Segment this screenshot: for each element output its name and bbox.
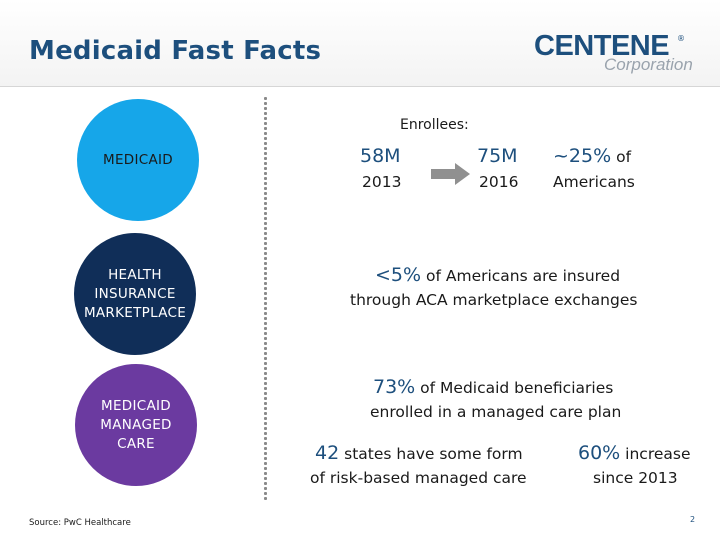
marketplace-stat-line2: through ACA marketplace exchanges <box>350 291 638 309</box>
centene-logo: CENTENE ® Corporation <box>534 30 704 76</box>
marketplace-stat-text: of Americans are insured <box>426 267 621 285</box>
marketplace-stat-value: <5% <box>375 264 422 286</box>
states-stat-value: 42 <box>315 442 340 464</box>
enrollment-2016-value: 75M <box>477 145 518 167</box>
increase-stat-line2: since 2013 <box>593 469 678 487</box>
americans-share-of: of <box>616 148 632 166</box>
managed-care-circle: MEDICAID MANAGED CARE <box>75 364 197 486</box>
logo-registered-mark: ® <box>677 34 685 43</box>
enrollment-2013-value: 58M <box>360 145 401 167</box>
right-arrow-icon <box>431 163 470 185</box>
dotted-divider <box>263 96 268 500</box>
increase-stat-text: increase <box>625 445 691 463</box>
americans-share-value: ~25% <box>553 145 612 167</box>
page-number: 2 <box>690 515 696 524</box>
enrollment-2016-year: 2016 <box>479 173 519 191</box>
header-divider <box>0 86 720 87</box>
logo-wordmark: CENTENE <box>534 30 670 62</box>
americans-label: Americans <box>553 173 635 191</box>
americans-share-line: ~25% of <box>553 145 631 167</box>
managed-care-stat-line: 73% of Medicaid beneficiaries <box>373 376 613 398</box>
enrollment-2013-year: 2013 <box>362 173 402 191</box>
managed-care-stat-value: 73% <box>373 376 416 398</box>
source-note: Source: PwC Healthcare <box>29 518 131 528</box>
medicaid-circle: MEDICAID <box>77 99 199 221</box>
increase-stat-line: 60% increase <box>578 442 691 464</box>
logo-subtitle: Corporation <box>604 55 693 74</box>
increase-stat-value: 60% <box>578 442 621 464</box>
header-band <box>0 0 720 86</box>
marketplace-circle: HEALTH INSURANCE MARKETPLACE <box>74 233 196 355</box>
managed-care-stat-line2: enrolled in a managed care plan <box>370 403 622 421</box>
states-stat-line: 42 states have some form <box>315 442 523 464</box>
states-stat-text: states have some form <box>344 445 523 463</box>
page-title: Medicaid Fast Facts <box>29 36 322 66</box>
marketplace-stat-line: <5% of Americans are insured <box>375 264 620 286</box>
managed-care-circle-label: MEDICAID MANAGED CARE <box>100 397 172 452</box>
managed-care-stat-text: of Medicaid beneficiaries <box>420 379 614 397</box>
marketplace-circle-label: HEALTH INSURANCE MARKETPLACE <box>83 266 187 321</box>
medicaid-circle-label: MEDICAID <box>103 151 173 168</box>
enrollees-label: Enrollees: <box>400 117 469 133</box>
states-stat-line2: of risk-based managed care <box>310 469 527 487</box>
